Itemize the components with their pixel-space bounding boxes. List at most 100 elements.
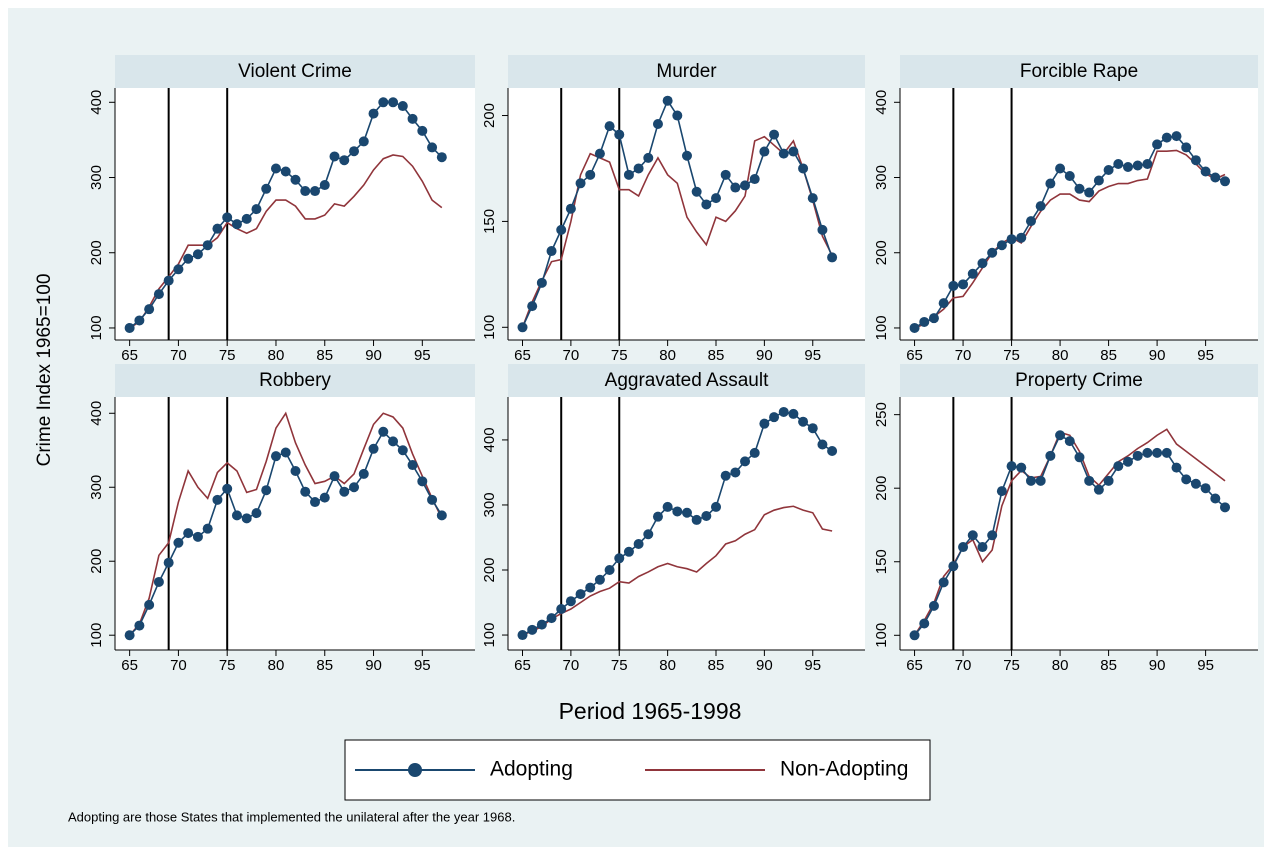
note: Adopting are those States that implement… [68,809,515,824]
series-marker [909,322,920,333]
x-tick-label: 65 [121,657,138,674]
x-tick-label: 95 [804,347,821,364]
series-marker [594,148,605,159]
y-tick-label: 150 [873,549,890,574]
series-marker [1171,462,1182,473]
series-marker [1074,183,1085,194]
series-marker [919,316,930,327]
y-tick-label: 100 [88,315,105,340]
series-marker [827,445,838,456]
series-marker [928,600,939,611]
series-marker [556,224,567,235]
series-marker [996,240,1007,251]
x-tick-label: 90 [1149,657,1166,674]
series-marker [652,511,663,522]
series-marker [1025,216,1036,227]
series-marker [614,129,625,140]
series-marker [546,613,557,624]
series-marker [623,169,634,180]
series-marker [652,119,663,129]
panel-header [115,364,475,397]
x-tick-label: 80 [268,657,285,674]
series-marker [536,619,547,630]
series-marker [958,542,969,553]
plot-area [900,88,1258,340]
series-marker [594,574,605,585]
series-marker [711,193,722,204]
series-marker [1113,158,1124,169]
y-tick-label: 200 [88,549,105,574]
series-marker [319,180,330,191]
series-marker [192,531,203,542]
series-marker [300,186,311,197]
series-marker [290,174,301,185]
series-marker [1152,139,1163,150]
series-marker [202,240,213,251]
series-marker [759,418,770,429]
series-marker [222,483,233,494]
series-marker [662,501,673,512]
x-tick-label: 65 [906,347,923,364]
legend-label: Adopting [490,758,573,781]
series-marker [1064,171,1075,182]
series-marker [769,129,780,140]
series-marker [1142,447,1153,458]
series-marker [711,501,722,512]
series-marker [251,204,262,215]
series-marker [928,313,939,324]
series-marker [662,95,673,106]
y-tick-label: 200 [481,103,498,128]
series-marker [798,163,809,174]
series-marker [740,180,751,191]
series-marker [691,514,702,525]
series-marker [1006,461,1017,472]
x-tick-label: 70 [563,657,580,674]
series-marker [427,494,438,505]
series-marker [290,465,301,476]
series-marker [329,151,340,162]
series-marker [585,582,596,593]
series-marker [212,223,223,234]
series-marker [938,298,949,309]
series-marker [672,110,683,121]
y-tick-label: 200 [481,557,498,582]
plot-area [115,88,475,340]
series-marker [730,467,741,478]
legend-marker [408,763,422,777]
series-marker [153,289,164,300]
series-marker [339,486,350,497]
y-tick-label: 300 [88,475,105,500]
series-marker [241,213,252,224]
series-marker [749,447,760,458]
series-marker [1016,232,1027,243]
x-tick-label: 95 [1197,347,1214,364]
series-marker [1113,461,1124,472]
series-marker [1093,484,1104,495]
series-marker [261,183,272,194]
series-marker [1035,475,1046,486]
series-marker [388,97,399,108]
series-marker [672,506,683,517]
series-marker [183,253,194,264]
series-marker [604,121,615,132]
series-marker [436,510,447,521]
panel-header [900,55,1258,88]
legend-label: Non-Adopting [780,758,908,781]
series-marker [397,445,408,456]
series-marker [280,447,291,458]
y-tick-label: 100 [873,623,890,648]
series-marker [163,275,174,286]
x-tick-label: 70 [170,657,187,674]
series-marker [749,174,760,185]
series-marker [212,494,223,505]
series-marker [987,247,998,258]
series-marker [701,199,712,210]
series-marker [319,492,330,503]
series-marker [124,322,135,333]
series-marker [144,304,155,315]
series-marker [720,470,731,481]
x-tick-label: 85 [1100,657,1117,674]
y-tick-label: 300 [481,492,498,517]
series-marker [329,471,340,482]
series-marker [517,630,528,641]
